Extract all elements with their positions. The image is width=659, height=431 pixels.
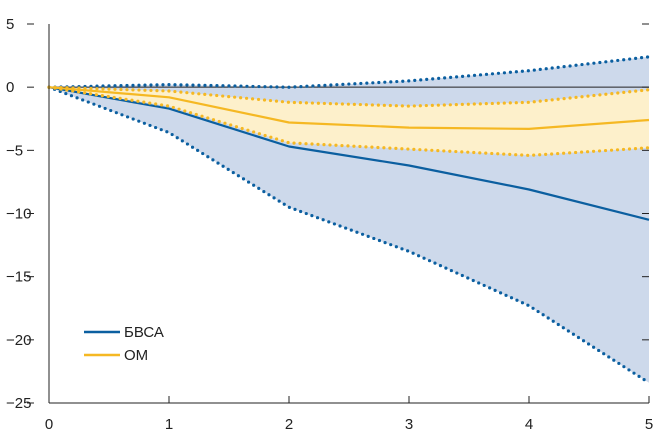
legend-label-bvsa: БВСА: [124, 324, 164, 341]
y-tick-label: −20: [6, 332, 31, 349]
axes: 5 0 −5 −10 −15 −20 −25 0 1 2 3 4 5: [6, 16, 653, 431]
series-line-0: [48, 86, 650, 221]
x-tick-label: 4: [525, 416, 533, 431]
series-line-1: [48, 86, 650, 130]
lower-bound-line-0: [47, 85, 651, 385]
y-tick-label: 0: [6, 79, 14, 96]
lower-bound-line-1: [47, 85, 651, 158]
x-tick-label: 5: [645, 416, 653, 431]
x-tick-label: 1: [165, 416, 173, 431]
y-tick-label: −25: [6, 395, 31, 412]
x-tick-label: 3: [405, 416, 413, 431]
y-tick-label: −10: [6, 206, 31, 223]
y-tick-label: −5: [6, 142, 23, 159]
y-tick-label: −15: [6, 269, 31, 286]
x-tick-label: 0: [45, 416, 53, 431]
series-lines: [47, 55, 651, 385]
legend-label-om: ОМ: [124, 347, 148, 364]
x-tick-label: 2: [285, 416, 293, 431]
legend: БВСА ОМ: [84, 324, 164, 364]
y-tick-label: 5: [6, 16, 14, 33]
upper-bound-line-1: [47, 85, 651, 108]
upper-bound-line-0: [47, 55, 651, 89]
